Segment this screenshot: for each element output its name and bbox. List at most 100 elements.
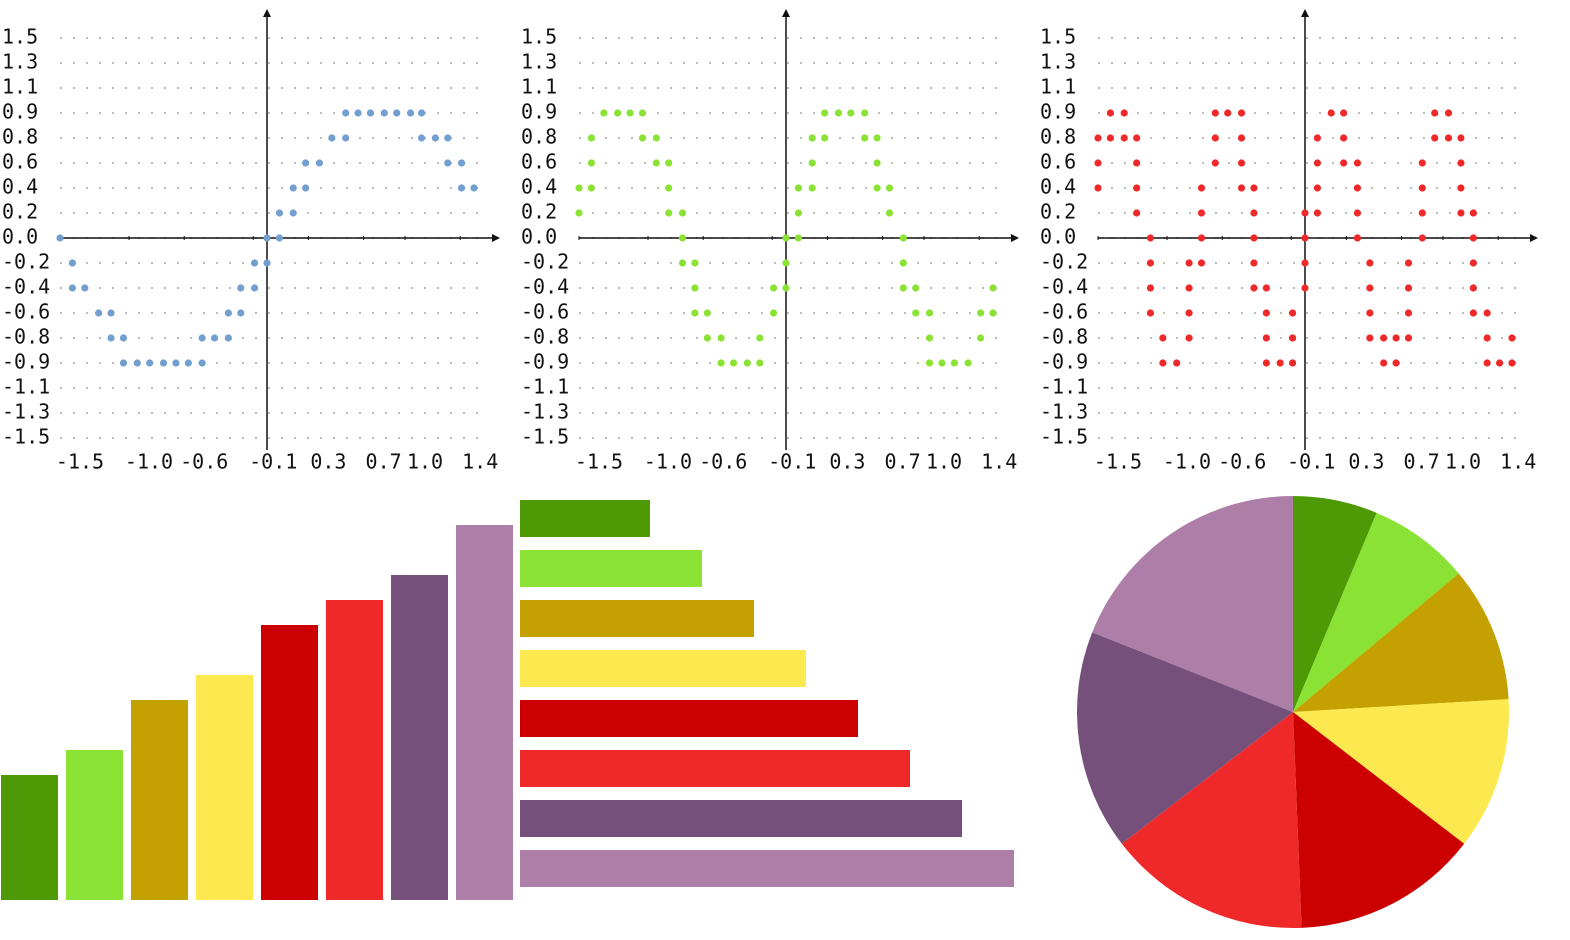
x-tick-label: -0.1 [249, 450, 297, 474]
x-tick-label: -0.6 [180, 450, 228, 474]
data-point [431, 134, 439, 142]
y-tick-label: 0.9 [1040, 100, 1076, 124]
data-point [1185, 334, 1193, 342]
data-point [1146, 234, 1155, 242]
pie-slice [1293, 512, 1459, 712]
bar [131, 700, 188, 900]
data-point [1366, 284, 1374, 292]
data-point [133, 359, 141, 367]
bar [1, 775, 58, 900]
data-point [885, 209, 894, 217]
data-point [1418, 209, 1426, 217]
data-point [1146, 284, 1155, 292]
data-point [989, 309, 997, 317]
data-point [1404, 334, 1413, 342]
bar [326, 600, 383, 900]
y-tick-label: -0.9 [1040, 350, 1088, 374]
data-point [1313, 134, 1322, 142]
y-tick-label: -0.2 [521, 250, 569, 274]
data-point [821, 134, 829, 142]
data-point [1250, 184, 1258, 192]
y-axis-arrow [1301, 9, 1309, 17]
data-point [1106, 134, 1115, 142]
data-point [691, 309, 699, 317]
data-point [1301, 234, 1309, 242]
data-point [1469, 309, 1477, 317]
data-point [1237, 184, 1246, 192]
bar [520, 800, 962, 837]
x-tick-label: -0.1 [1287, 450, 1335, 474]
pie-slice [1293, 573, 1509, 712]
bar [520, 600, 754, 637]
y-tick-label: 0.8 [2, 125, 38, 149]
y-tick-label: -0.2 [2, 250, 50, 274]
data-point [1262, 284, 1270, 292]
data-point [925, 334, 934, 342]
y-tick-label: 1.5 [2, 25, 38, 49]
data-point [717, 334, 725, 342]
data-point [1301, 284, 1309, 292]
data-point [1457, 159, 1465, 167]
data-point [1508, 334, 1516, 342]
x-axis-arrow [1011, 234, 1019, 242]
data-point [146, 359, 154, 367]
y-tick-label: -0.9 [2, 350, 50, 374]
data-point [237, 284, 245, 292]
data-point [925, 309, 934, 317]
data-point [885, 184, 894, 192]
data-point [1276, 359, 1284, 367]
data-point [1418, 184, 1426, 192]
data-point [172, 359, 180, 367]
data-point [1094, 134, 1102, 142]
y-tick-label: -0.2 [1040, 250, 1088, 274]
data-point [1185, 259, 1193, 267]
y-tick-label: 0.4 [2, 175, 38, 199]
bar [196, 675, 253, 900]
y-axis-arrow [263, 9, 271, 17]
y-tick-label: 1.1 [1040, 75, 1076, 99]
data-point [587, 159, 596, 167]
data-point [808, 159, 816, 167]
data-point [302, 159, 310, 167]
data-point [703, 334, 711, 342]
data-point [756, 334, 764, 342]
y-tick-label: 0.8 [521, 125, 557, 149]
data-point [1353, 209, 1362, 217]
data-point [1133, 209, 1141, 217]
data-point [614, 109, 622, 117]
data-point [56, 234, 64, 242]
data-point [808, 134, 816, 142]
data-point [1457, 184, 1465, 192]
data-point [1237, 109, 1246, 117]
data-point [1495, 359, 1504, 367]
y-tick-label: -0.6 [1040, 300, 1088, 324]
data-point [1483, 309, 1491, 317]
y-tick-label: 0.2 [521, 200, 557, 224]
data-point [638, 134, 647, 142]
bar [520, 500, 650, 537]
data-point [782, 259, 790, 267]
y-tick-label: 1.5 [1040, 25, 1076, 49]
y-tick-label: 1.3 [1040, 50, 1076, 74]
data-point [366, 109, 375, 117]
y-tick-label: 0.0 [1040, 225, 1076, 249]
x-tick-label: -1.5 [575, 450, 623, 474]
x-tick-label: -0.6 [1218, 450, 1266, 474]
data-point [678, 209, 687, 217]
data-point [302, 184, 310, 192]
data-point [289, 209, 297, 217]
x-tick-label: -1.5 [1094, 450, 1142, 474]
data-point [107, 309, 115, 317]
data-point [912, 309, 920, 317]
data-point [328, 134, 336, 142]
data-point [834, 109, 843, 117]
data-point [665, 159, 673, 167]
data-point [1469, 209, 1477, 217]
data-point [1288, 359, 1297, 367]
data-point [1340, 134, 1348, 142]
data-point [1133, 134, 1141, 142]
data-point [575, 184, 583, 192]
x-tick-label: -0.6 [699, 450, 747, 474]
data-point [1120, 109, 1128, 117]
data-point [107, 334, 115, 342]
